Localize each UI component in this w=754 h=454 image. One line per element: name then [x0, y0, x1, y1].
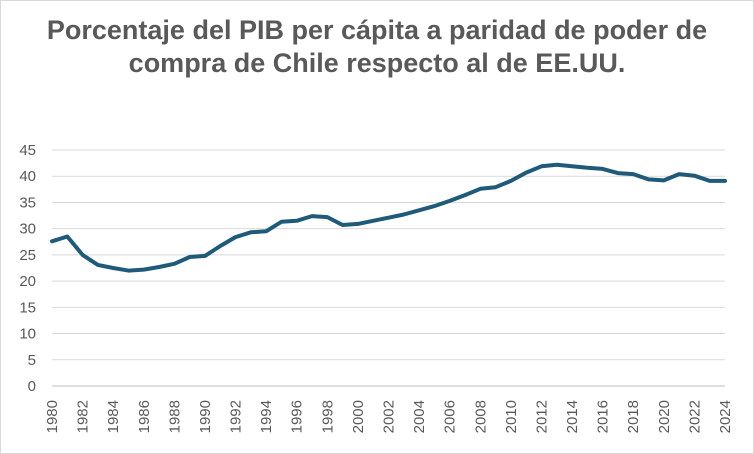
y-tick-label: 40 [19, 168, 36, 185]
y-tick-label: 25 [19, 247, 36, 264]
x-tick-label: 1996 [289, 400, 306, 433]
x-tick-label: 2024 [717, 400, 734, 433]
series-group [50, 162, 727, 273]
x-tick-label: 2000 [350, 400, 367, 433]
y-tick-label: 0 [28, 378, 36, 395]
x-tick-label: 2012 [533, 400, 550, 433]
x-tick-label: 2014 [564, 400, 581, 433]
y-axis-ticks: 0 5 10 15 20 25 30 35 40 45 [19, 142, 36, 395]
x-tick-label: 2020 [656, 400, 673, 433]
x-tick-label: 1982 [75, 400, 92, 433]
x-axis-ticks: 1980 1982 1984 1986 1988 1990 1992 1994 1996 1998… [44, 400, 734, 433]
gridlines [52, 149, 725, 387]
series-line [50, 162, 727, 273]
x-tick-label: 2022 [686, 400, 703, 433]
x-tick-label: 2002 [381, 400, 398, 433]
x-tick-label: 1998 [319, 400, 336, 433]
x-tick-label: 1988 [166, 400, 183, 433]
x-tick-label: 2010 [503, 400, 520, 433]
x-tick-label: 1984 [105, 400, 122, 433]
y-tick-label: 45 [19, 142, 36, 159]
y-tick-label: 15 [19, 299, 36, 316]
y-tick-label: 20 [19, 273, 36, 290]
x-tick-label: 2004 [411, 400, 428, 433]
x-tick-label: 2006 [442, 400, 459, 433]
y-tick-label: 35 [19, 194, 36, 211]
y-tick-label: 10 [19, 326, 36, 343]
x-tick-label: 2008 [472, 400, 489, 433]
x-tick-label: 1986 [136, 400, 153, 433]
y-tick-label: 5 [28, 352, 36, 369]
x-tick-label: 1990 [197, 400, 214, 433]
chart-title: Porcentaje del PIB per cápita a paridad … [46, 15, 708, 78]
x-tick-label: 1994 [258, 400, 275, 433]
x-tick-label: 1992 [228, 400, 245, 433]
y-tick-label: 30 [19, 221, 36, 238]
x-tick-label: 2016 [595, 400, 612, 433]
x-tick-label: 2018 [625, 400, 642, 433]
x-tick-label: 1980 [44, 400, 61, 433]
